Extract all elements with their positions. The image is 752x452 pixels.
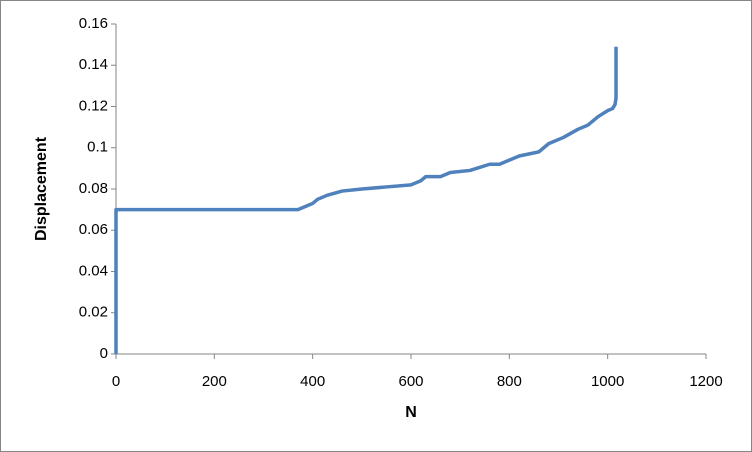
y-tick-label: 0.16 [79,15,108,32]
data-line [114,46,618,354]
y-tick-label: 0.14 [79,56,108,73]
x-tick-label: 1000 [591,373,624,390]
x-tick-label: 400 [300,373,325,390]
y-axis-title: Displacement [33,136,50,241]
y-tick-label: 0.06 [79,221,108,238]
y-tick-label: 0.02 [79,304,108,321]
x-tick-label: 800 [497,373,522,390]
y-tick-label: 0.1 [87,139,108,156]
x-tick-label: 600 [398,373,423,390]
x-tick-label: 200 [202,373,227,390]
x-tick-label: 1200 [689,373,722,390]
y-tick-label: 0.08 [79,180,108,197]
y-tick-label: 0.04 [79,262,108,279]
y-tick-label: 0 [100,345,108,362]
x-tick-label: 0 [112,373,120,390]
x-axis-title: N [405,404,417,421]
y-tick-label: 0.12 [79,97,108,114]
